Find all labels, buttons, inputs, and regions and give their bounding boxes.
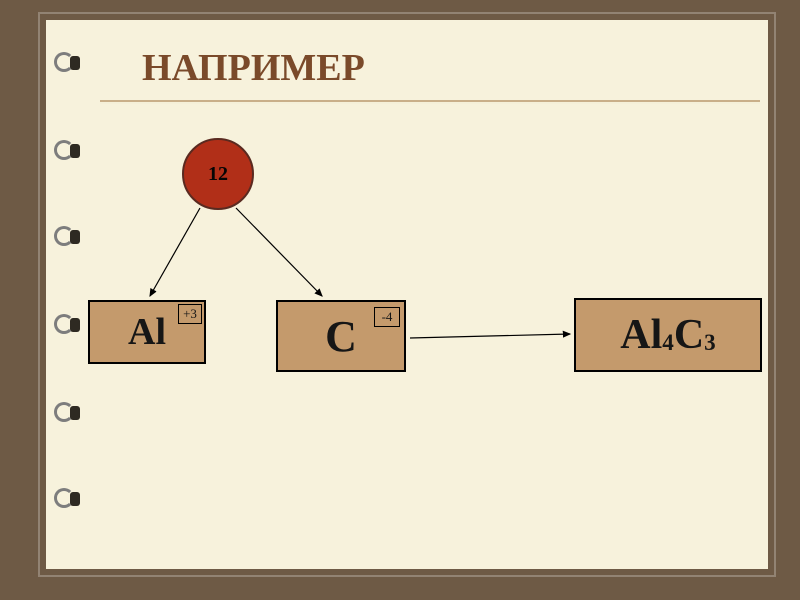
circle-node-12: 12 <box>182 138 254 210</box>
binder-ring <box>56 392 80 434</box>
binder-ring <box>56 478 80 520</box>
binder-ring <box>56 216 80 258</box>
oxidation-c-text: -4 <box>382 309 393 325</box>
binder-ring <box>56 304 80 346</box>
oxidation-badge-al: +3 <box>178 304 202 324</box>
oxidation-badge-c: -4 <box>374 307 400 327</box>
title-underline <box>100 100 760 104</box>
element-al-label: Al <box>128 310 166 354</box>
element-c-label: C <box>325 311 357 362</box>
result-box: Al4C3 <box>574 298 762 372</box>
slide-title: НАПРИМЕР <box>142 46 365 90</box>
binder-ring <box>56 130 80 172</box>
result-formula: Al4C3 <box>620 311 715 359</box>
circle-label: 12 <box>208 163 228 186</box>
oxidation-al-text: +3 <box>183 306 197 322</box>
binder-ring <box>56 42 80 84</box>
